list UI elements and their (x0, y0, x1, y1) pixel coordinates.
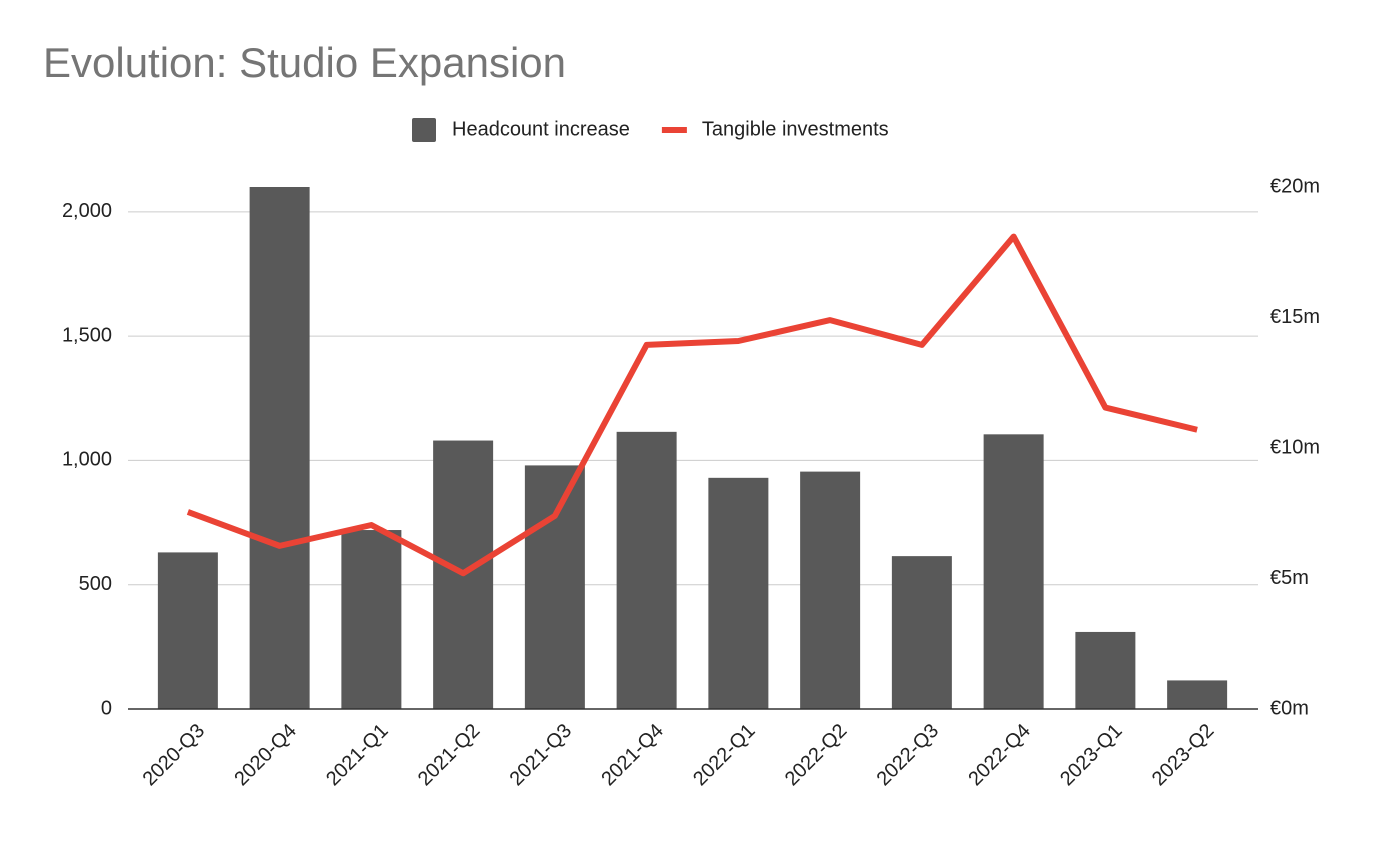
x-tick-label: 2022-Q2 (781, 720, 852, 791)
bar (1075, 631, 1136, 709)
bar (249, 187, 310, 709)
bar (341, 530, 402, 709)
x-tick-label: 2021-Q2 (414, 720, 485, 791)
legend-label: Tangible investments (702, 118, 889, 140)
x-tick-label: 2021-Q4 (597, 720, 668, 791)
bar (616, 431, 677, 709)
bar (157, 552, 218, 709)
y2-tick-label: €15m (1270, 306, 1320, 328)
x-tick-label: 2021-Q3 (506, 720, 577, 791)
x-tick-label: 2021-Q1 (322, 720, 393, 791)
x-tick-label: 2023-Q1 (1056, 720, 1127, 791)
x-tick-label: 2023-Q2 (1148, 720, 1219, 791)
y-tick-label: 2,000 (62, 200, 112, 222)
bar (800, 471, 861, 709)
bar (524, 465, 585, 709)
x-tick-label: 2020-Q4 (230, 720, 301, 791)
legend-swatch (412, 118, 436, 142)
bar (1167, 680, 1228, 709)
bar (983, 434, 1044, 709)
x-tick-label: 2022-Q4 (964, 720, 1035, 791)
chart-title: Evolution: Studio Expansion (43, 39, 566, 86)
y2-tick-label: €10m (1270, 436, 1320, 458)
y2-tick-label: €0m (1270, 697, 1309, 719)
y2-tick-label: €5m (1270, 567, 1309, 589)
x-tick-label: 2022-Q1 (689, 720, 760, 791)
line (186, 233, 1198, 577)
y-tick-label: 0 (101, 697, 112, 719)
bar (708, 477, 769, 709)
x-tick-label: 2020-Q3 (139, 720, 210, 791)
y-tick-label: 1,000 (62, 449, 112, 471)
x-tick-label: 2022-Q3 (873, 720, 944, 791)
y2-tick-label: €20m (1270, 175, 1320, 197)
y-tick-label: 1,500 (62, 324, 112, 346)
bar (891, 556, 952, 709)
legend-label: Headcount increase (452, 118, 630, 140)
y-tick-label: 500 (79, 573, 112, 595)
